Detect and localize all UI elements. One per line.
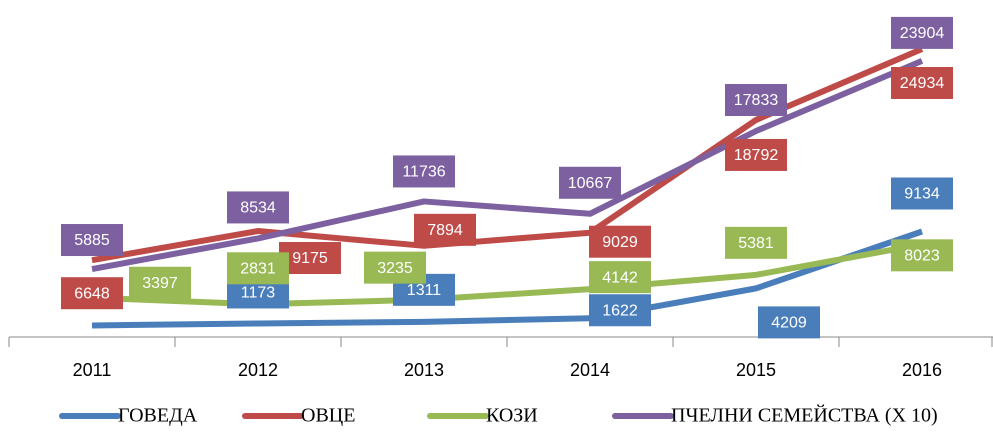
data-label-box <box>227 252 289 285</box>
data-label-box <box>891 67 953 99</box>
data-label: 23904 <box>900 25 945 42</box>
x-tick-label: 2014 <box>570 360 610 380</box>
legend-label: ОВЦЕ <box>301 405 355 427</box>
data-label: 1173 <box>241 285 276 302</box>
data-label: 6648 <box>74 285 110 302</box>
legend-label: КОЗИ <box>486 405 538 427</box>
data-label: 9134 <box>904 186 940 203</box>
data-label: 3397 <box>142 275 178 292</box>
data-label-box <box>393 155 455 188</box>
data-label-box <box>61 277 123 310</box>
data-label-box <box>725 226 787 259</box>
data-label: 8023 <box>904 248 940 265</box>
data-label: 8534 <box>240 200 276 217</box>
data-label-box <box>364 251 426 284</box>
data-label-box <box>725 84 787 117</box>
data-label-box <box>891 16 953 49</box>
data-label-box <box>279 242 341 275</box>
data-label: 2831 <box>240 261 276 278</box>
data-label: 4209 <box>771 315 807 332</box>
data-label-box <box>414 213 476 246</box>
series-line <box>91 46 924 264</box>
x-tick-label: 2015 <box>736 360 776 380</box>
data-label: 4142 <box>602 269 638 286</box>
legend-label: ГОВЕДА <box>118 405 198 427</box>
data-label-box <box>61 224 123 257</box>
data-label-box <box>129 266 191 299</box>
data-label: 10667 <box>568 175 613 192</box>
data-label: 18792 <box>734 147 779 164</box>
data-label-box <box>758 306 820 339</box>
data-label: 17833 <box>734 92 779 109</box>
data-label-box <box>589 261 651 294</box>
data-label-box <box>891 177 953 210</box>
series-line <box>91 58 924 272</box>
data-label-box <box>891 239 953 272</box>
x-tick-label: 2013 <box>404 360 444 380</box>
data-label: 11736 <box>402 164 445 181</box>
x-tick-label: 2012 <box>238 360 278 380</box>
data-label: 7894 <box>427 222 463 239</box>
data-label-box <box>559 166 621 199</box>
data-label-box <box>589 225 651 258</box>
data-label: 1622 <box>602 302 638 319</box>
data-label: 5381 <box>738 235 774 252</box>
data-label: 3235 <box>377 260 413 277</box>
series-line <box>91 228 923 329</box>
data-label: 9029 <box>602 234 638 251</box>
data-label-box <box>227 191 289 224</box>
data-label-box <box>589 294 651 327</box>
data-label: 5885 <box>74 232 110 249</box>
data-label-box <box>725 138 787 171</box>
data-label: 9175 <box>292 250 328 267</box>
data-label: 1311 <box>407 282 442 299</box>
x-tick-label: 2016 <box>902 360 942 380</box>
legend-label: ПЧЕЛНИ СЕМЕЙСТВА (X 10) <box>671 404 938 427</box>
x-tick-label: 2011 <box>73 360 112 380</box>
data-label: 24934 <box>900 75 945 92</box>
